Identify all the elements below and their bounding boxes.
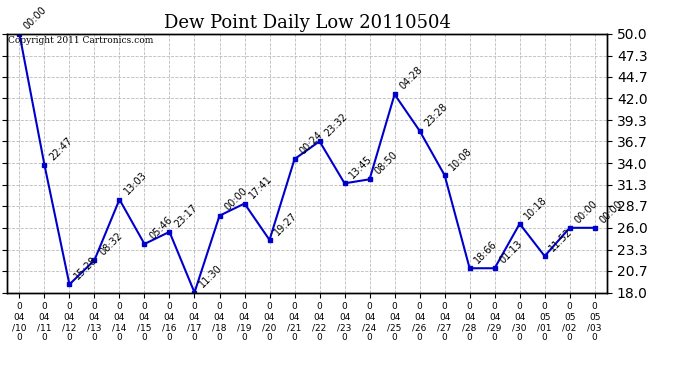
Text: 19:27: 19:27 [273, 210, 299, 237]
Text: 00:00: 00:00 [573, 198, 599, 225]
Text: 00:24: 00:24 [297, 129, 324, 156]
Text: 23:28: 23:28 [422, 101, 449, 128]
Text: 10:08: 10:08 [447, 146, 474, 172]
Text: 08:32: 08:32 [97, 231, 124, 257]
Text: 13:45: 13:45 [347, 154, 374, 180]
Text: Copyright 2011 Cartronics.com: Copyright 2011 Cartronics.com [8, 36, 153, 45]
Text: 11:52: 11:52 [547, 226, 574, 254]
Text: 17:41: 17:41 [247, 174, 274, 201]
Text: 08:50: 08:50 [373, 150, 399, 177]
Text: 05:46: 05:46 [147, 214, 174, 241]
Text: 00:00: 00:00 [598, 198, 624, 225]
Text: 00:00: 00:00 [222, 186, 249, 213]
Text: 04:28: 04:28 [397, 65, 424, 92]
Text: 18:66: 18:66 [473, 239, 499, 266]
Text: 23:17: 23:17 [172, 202, 199, 229]
Text: 10:18: 10:18 [522, 194, 549, 221]
Text: 13:03: 13:03 [122, 170, 149, 197]
Text: 22:47: 22:47 [47, 135, 74, 162]
Text: 11:30: 11:30 [197, 263, 224, 290]
Text: 00:00: 00:00 [22, 4, 49, 31]
Text: 15:28: 15:28 [72, 255, 99, 282]
Text: 23:32: 23:32 [322, 112, 349, 138]
Text: 01:13: 01:13 [497, 239, 524, 266]
Title: Dew Point Daily Low 20110504: Dew Point Daily Low 20110504 [164, 14, 451, 32]
